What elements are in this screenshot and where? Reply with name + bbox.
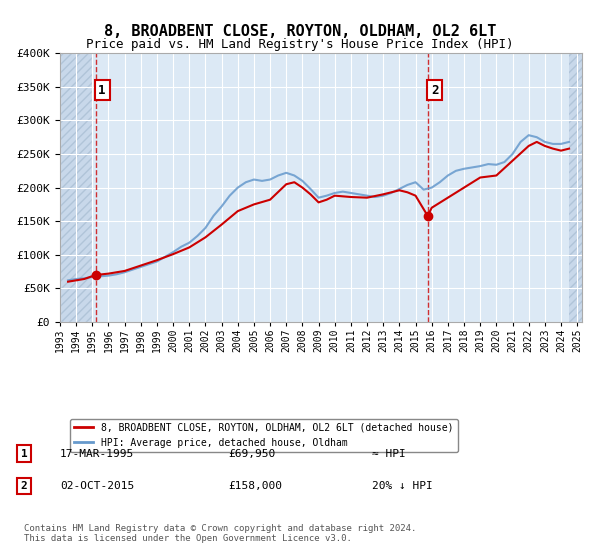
Text: Contains HM Land Registry data © Crown copyright and database right 2024.
This d: Contains HM Land Registry data © Crown c… xyxy=(24,524,416,543)
Text: 2: 2 xyxy=(20,481,28,491)
Text: 1: 1 xyxy=(20,449,28,459)
Text: £158,000: £158,000 xyxy=(228,481,282,491)
Bar xyxy=(60,53,92,322)
Text: 02-OCT-2015: 02-OCT-2015 xyxy=(60,481,134,491)
Text: Price paid vs. HM Land Registry's House Price Index (HPI): Price paid vs. HM Land Registry's House … xyxy=(86,38,514,51)
Text: 17-MAR-1995: 17-MAR-1995 xyxy=(60,449,134,459)
Text: ≈ HPI: ≈ HPI xyxy=(372,449,406,459)
Bar xyxy=(569,53,582,322)
Legend: 8, BROADBENT CLOSE, ROYTON, OLDHAM, OL2 6LT (detached house), HPI: Average price: 8, BROADBENT CLOSE, ROYTON, OLDHAM, OL2 … xyxy=(70,419,458,451)
Text: £69,950: £69,950 xyxy=(228,449,275,459)
Text: 1: 1 xyxy=(98,83,106,97)
Text: 20% ↓ HPI: 20% ↓ HPI xyxy=(372,481,433,491)
Text: 2: 2 xyxy=(431,83,439,97)
Text: 8, BROADBENT CLOSE, ROYTON, OLDHAM, OL2 6LT: 8, BROADBENT CLOSE, ROYTON, OLDHAM, OL2 … xyxy=(104,24,496,39)
